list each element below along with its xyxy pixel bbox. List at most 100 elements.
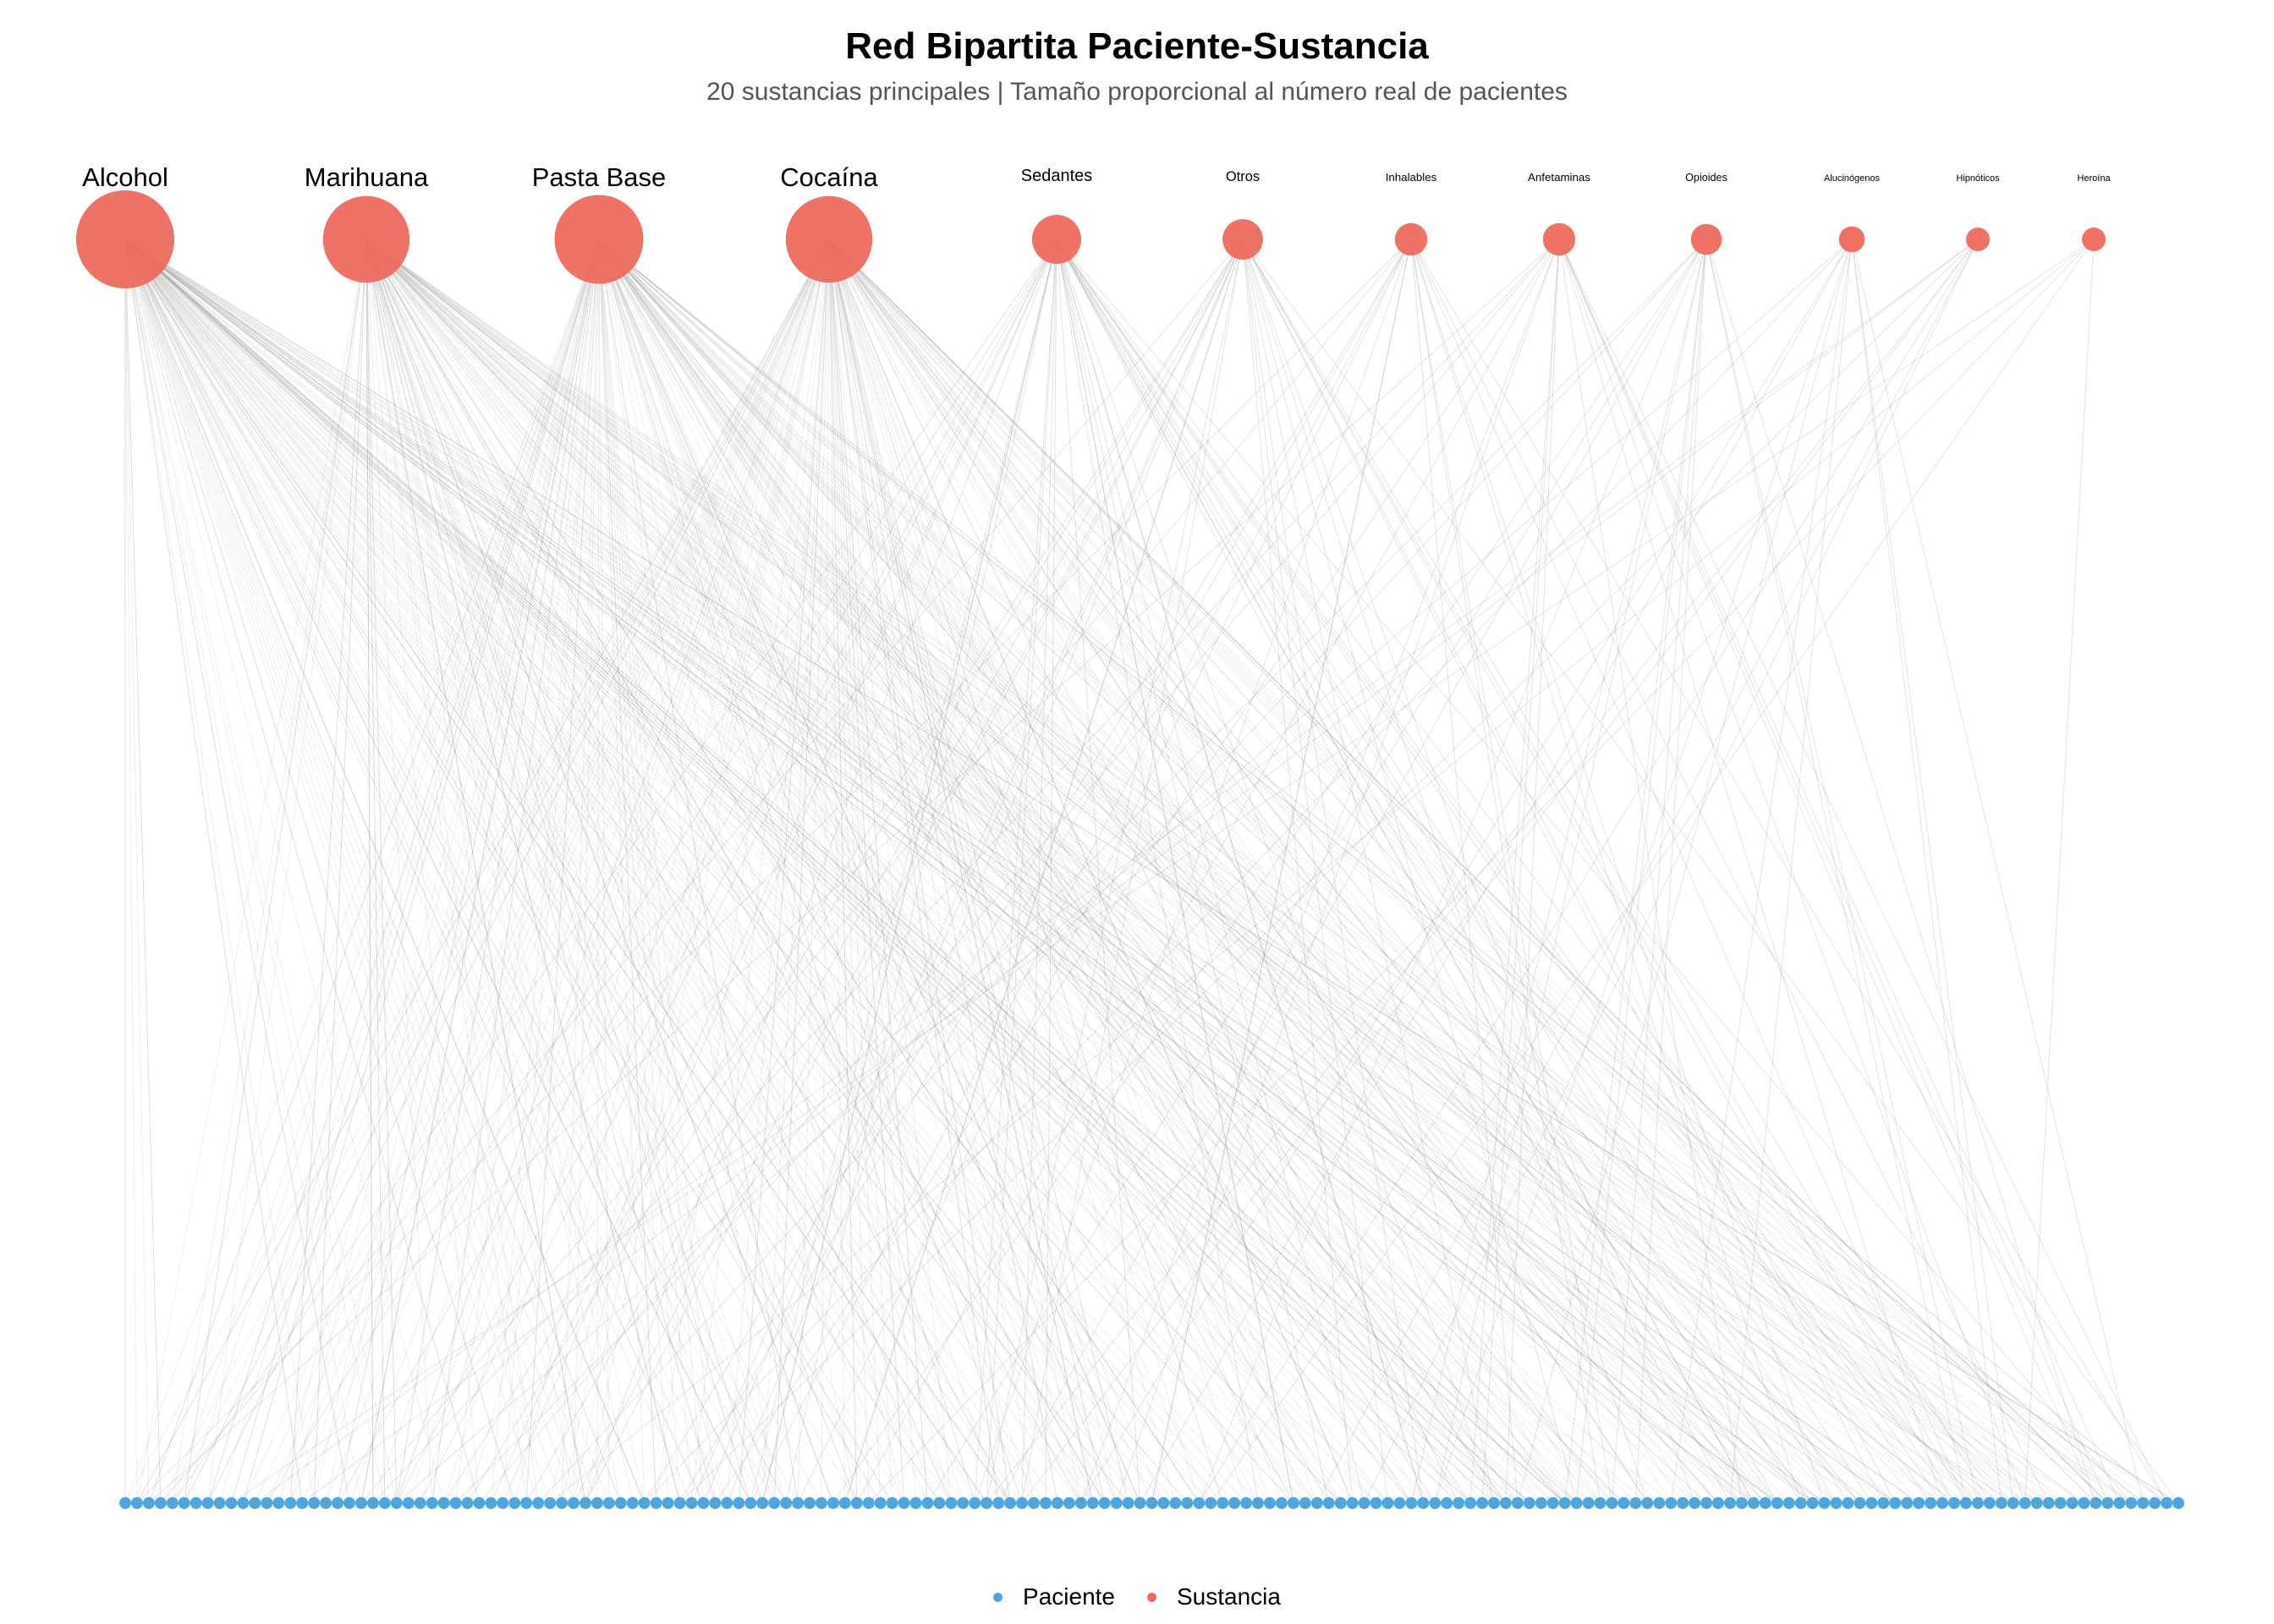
patient-node <box>249 1497 261 1509</box>
edge <box>828 239 1283 1504</box>
edge <box>365 239 1967 1504</box>
patient-node <box>1747 1497 1760 1509</box>
edge <box>1706 239 2096 1504</box>
patient-node <box>355 1497 367 1509</box>
edge <box>365 239 2167 1504</box>
edge <box>365 239 1719 1504</box>
edge <box>598 239 975 1504</box>
edge <box>1242 239 1578 1504</box>
edge <box>598 239 1118 1504</box>
edge <box>828 239 1223 1504</box>
edge <box>124 239 645 1504</box>
patient-node <box>1677 1497 1689 1509</box>
edge <box>828 239 2061 1504</box>
edge <box>738 239 830 1504</box>
edge <box>365 239 2156 1504</box>
edge <box>828 239 952 1504</box>
patient-node <box>685 1497 698 1509</box>
edge <box>124 239 1519 1504</box>
edge <box>124 239 1507 1504</box>
edge <box>124 239 1577 1504</box>
patients-layer <box>119 1497 2184 1509</box>
edge <box>598 239 1294 1504</box>
edge <box>828 239 1200 1504</box>
edge <box>1242 239 1967 1504</box>
patient-node <box>1453 1497 1465 1509</box>
edge <box>828 239 2108 1504</box>
edge <box>598 239 1860 1504</box>
patient-node <box>1535 1497 1547 1509</box>
edge <box>396 239 1853 1504</box>
edge <box>124 239 1577 1504</box>
edge <box>360 239 600 1504</box>
edge <box>1242 239 1424 1504</box>
patient-node <box>1889 1497 1902 1509</box>
edge <box>207 239 367 1504</box>
edge <box>1151 239 1412 1504</box>
edge <box>396 239 830 1504</box>
edge <box>679 239 1412 1504</box>
edge <box>365 239 1624 1504</box>
edge <box>365 239 433 1504</box>
edge <box>502 239 1057 1504</box>
edge <box>828 239 1082 1504</box>
edge <box>561 239 830 1504</box>
substance-node-1 <box>322 195 410 283</box>
edge <box>124 239 515 1504</box>
edge <box>598 239 1141 1504</box>
edge <box>828 239 2037 1504</box>
patient-node <box>2137 1497 2150 1509</box>
edge <box>124 239 1294 1504</box>
edge <box>124 239 1943 1504</box>
edge <box>828 239 2108 1504</box>
edge <box>1056 239 1955 1504</box>
patient-node <box>815 1497 827 1509</box>
patient-node <box>1110 1497 1123 1509</box>
edge <box>598 239 1991 1504</box>
edge <box>1558 239 2108 1504</box>
edge <box>986 239 1979 1504</box>
edge <box>1056 239 1330 1504</box>
patient-node <box>1830 1497 1843 1509</box>
edge <box>148 239 1560 1504</box>
edge <box>124 239 987 1504</box>
patient-node <box>1546 1497 1559 1509</box>
patient-node <box>414 1497 426 1509</box>
edge <box>598 239 681 1504</box>
edge <box>365 239 386 1504</box>
edge <box>184 239 830 1504</box>
edge <box>598 239 1152 1504</box>
edge <box>124 239 2084 1504</box>
edge <box>974 239 1412 1504</box>
edge <box>360 239 600 1504</box>
edge <box>124 239 1058 1504</box>
edge <box>124 239 645 1504</box>
edge <box>124 239 1318 1504</box>
edge <box>277 239 830 1504</box>
edge <box>598 239 1790 1504</box>
patient-node <box>1370 1497 1382 1509</box>
edge <box>124 239 551 1504</box>
edge <box>598 239 1211 1504</box>
edge <box>172 239 367 1504</box>
patient-node <box>201 1497 214 1509</box>
patient-node <box>1193 1497 1206 1509</box>
edge <box>365 239 1082 1504</box>
patient-node <box>1488 1497 1500 1509</box>
edge <box>254 239 830 1504</box>
edge <box>136 239 830 1504</box>
edge <box>1576 239 1707 1504</box>
edge <box>365 239 2132 1504</box>
edge <box>124 239 303 1504</box>
edge <box>124 239 1542 1504</box>
edge <box>289 239 367 1504</box>
edge <box>598 239 1035 1504</box>
edge <box>1851 239 2144 1504</box>
patient-node <box>2172 1497 2184 1509</box>
edge <box>365 239 539 1504</box>
edge <box>124 239 1106 1504</box>
edge <box>365 239 1106 1504</box>
edge <box>828 239 882 1504</box>
edge <box>1670 239 1853 1504</box>
edge <box>828 239 917 1504</box>
